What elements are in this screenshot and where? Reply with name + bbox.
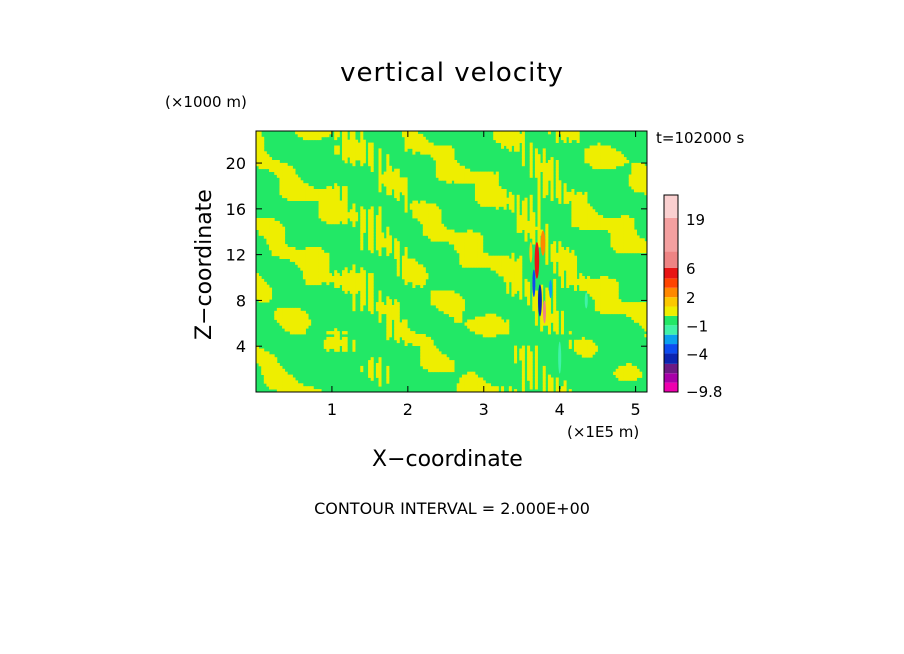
x-tick-label: 2 bbox=[403, 400, 413, 419]
colorbar-frame bbox=[663, 194, 679, 393]
x-tick-label: 5 bbox=[631, 400, 641, 419]
colorbar-band bbox=[664, 382, 678, 392]
y-tick-label: 20 bbox=[226, 154, 246, 173]
colorbar-label: −4 bbox=[686, 345, 708, 363]
colorbar-band bbox=[664, 267, 678, 279]
x-tick-label: 1 bbox=[327, 400, 337, 419]
y-tick-label: 4 bbox=[236, 337, 246, 356]
colorbar-band bbox=[664, 363, 678, 374]
colorbar-band bbox=[664, 287, 678, 298]
field-cells bbox=[256, 131, 647, 392]
colorbar-band bbox=[664, 325, 678, 335]
y-tick-label: 12 bbox=[226, 246, 246, 265]
colorbar-band bbox=[664, 373, 678, 383]
plot-frame bbox=[255, 130, 648, 393]
x-tick-label: 4 bbox=[555, 400, 565, 419]
colorbar-band bbox=[664, 306, 678, 316]
weak-downdraft-low bbox=[558, 341, 562, 374]
x-tick-label: 3 bbox=[479, 400, 489, 419]
colorbar-label: 6 bbox=[686, 260, 696, 278]
weak-downdraft bbox=[549, 279, 553, 299]
updraft-lower bbox=[542, 300, 547, 324]
y-tick-label: 16 bbox=[226, 200, 246, 219]
colorbar-band bbox=[664, 297, 678, 307]
y-tick-label: 8 bbox=[236, 291, 246, 310]
updraft-upper bbox=[540, 230, 546, 256]
time-label: t=102000 s bbox=[656, 129, 745, 147]
colorbar: 19 6 2 −1 −4 −9.8 bbox=[663, 194, 722, 401]
colorbar-band bbox=[664, 195, 678, 218]
weak-downdraft-east bbox=[584, 292, 588, 309]
updraft-core bbox=[534, 242, 540, 279]
colorbar-band bbox=[664, 278, 678, 288]
chart-title: vertical velocity bbox=[340, 58, 564, 88]
colorbar-label: −1 bbox=[686, 317, 708, 335]
colorbar-band bbox=[664, 344, 678, 354]
colorbar-label: 19 bbox=[686, 211, 705, 229]
contour-interval-label: CONTOUR INTERVAL = 2.000E+00 bbox=[314, 499, 590, 518]
colorbar-band bbox=[664, 217, 678, 252]
velocity-field bbox=[256, 131, 647, 392]
weak-updraft bbox=[529, 242, 533, 263]
colorbar-label: 2 bbox=[686, 289, 696, 307]
colorbar-label: −9.8 bbox=[686, 383, 722, 401]
colorbar-band bbox=[664, 353, 678, 364]
downdraft-side bbox=[532, 269, 536, 297]
downdraft-core bbox=[538, 284, 542, 317]
colorbar-band bbox=[664, 251, 678, 268]
x-axis-label: X−coordinate bbox=[372, 447, 523, 472]
colorbar-band bbox=[664, 315, 678, 326]
colorbar-band bbox=[664, 334, 678, 345]
x-axis-units: (×1E5 m) bbox=[567, 423, 640, 441]
y-axis-units: (×1000 m) bbox=[165, 93, 247, 111]
